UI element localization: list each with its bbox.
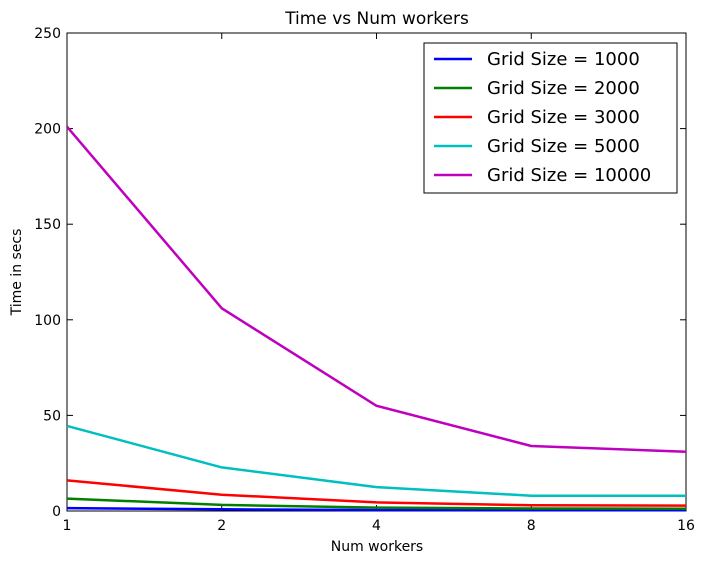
- legend-label-5: Grid Size = 10000: [487, 165, 651, 186]
- y-tick-label: 150: [34, 217, 61, 233]
- series-line-1: [66, 506, 686, 512]
- series-line-2: [66, 497, 687, 510]
- legend-label-1: Grid Size = 1000: [487, 49, 640, 70]
- chart-title: Time vs Num workers: [284, 9, 469, 29]
- y-tick-label: 0: [52, 504, 61, 520]
- y-tick-label: 50: [43, 408, 61, 424]
- series-line-5: [66, 125, 687, 453]
- x-tick-label: 16: [677, 518, 695, 534]
- legend: Grid Size = 1000 Grid Size = 2000 Grid Siz…: [423, 42, 678, 194]
- x-tick-label: 4: [372, 518, 381, 534]
- y-tick-label: 250: [34, 26, 61, 42]
- y-tick-label: 100: [34, 313, 61, 329]
- legend-label-2: Grid Size = 2000: [487, 78, 640, 99]
- legend-label-4: Grid Size = 5000: [487, 136, 640, 157]
- y-tick-label: 200: [34, 122, 61, 138]
- x-tick-label: 1: [63, 518, 72, 534]
- series-line-3: [66, 479, 687, 507]
- x-tick-label: 2: [217, 518, 226, 534]
- y-axis-label: Time in secs: [9, 229, 25, 317]
- series-lines: [66, 125, 687, 512]
- y-axis: 0 50 100 150 200 250: [34, 26, 686, 520]
- x-axis-label: Num workers: [331, 539, 423, 555]
- series-line-4: [66, 424, 686, 497]
- x-tick-label: 8: [527, 518, 536, 534]
- legend-label-3: Grid Size = 3000: [487, 107, 640, 128]
